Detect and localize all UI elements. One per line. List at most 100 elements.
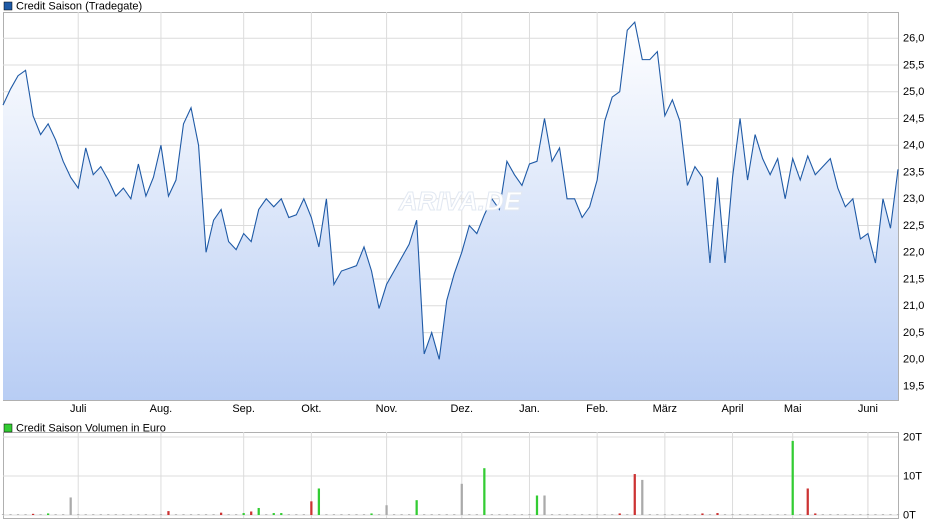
volume-bar [859,514,862,515]
volume-bar [836,514,839,515]
volume-bar [776,514,779,515]
volume-bar [31,513,35,515]
volume-bar [287,514,290,515]
volume-bar [385,505,388,515]
volume-bar [174,514,178,515]
volume-bar [235,514,238,515]
volume-bar [92,514,95,515]
volume-bar [641,479,644,515]
volume-bar [693,514,697,515]
volume-bar [62,514,65,515]
y-tick-label: 19,5 [903,380,924,392]
x-tick-label: Jan. [519,403,540,415]
volume-bar [761,514,764,515]
volume-bar [678,514,682,515]
y-tick-label: 25,5 [903,59,924,71]
volume-bar [445,514,448,515]
y-tick-label: 24,5 [903,113,924,125]
volume-bar [738,514,742,515]
volume-bar [257,507,260,515]
x-tick-label: Sep. [232,403,255,415]
volume-bar [69,497,72,515]
y-tick-label: 10T [903,470,922,482]
volume-bar [716,513,719,515]
volume-bar [114,514,117,515]
y-tick-label: 20,5 [903,327,924,339]
volume-bar [355,514,358,515]
volume-bar [370,513,373,515]
volume-bar [302,514,305,515]
legend-label: Credit Saison (Tradegate) [16,0,142,12]
volume-bar [408,514,411,515]
volume-bar [54,514,57,515]
volume-bar [671,514,674,515]
y-tick-label: 24,0 [903,140,924,152]
volume-bar [46,513,50,515]
volume-bar [84,514,87,515]
volume-bar [377,514,381,515]
volume-bar [708,514,712,515]
volume-bar [656,514,659,515]
volume-bar [197,514,200,515]
y-tick-label: 25,0 [903,86,924,98]
volume-bar [626,514,629,515]
y-tick-label: 21,5 [903,273,924,285]
x-tick-label: April [722,403,744,415]
volume-bar [851,514,855,515]
x-tick-label: Aug. [150,403,173,415]
volume-bar [618,513,621,515]
x-tick-label: Nov. [376,403,398,415]
volume-bar [325,514,328,515]
volume-bar [77,514,80,515]
volume-bar [460,483,463,515]
volume-bar [821,514,824,515]
volume-bar [791,440,794,515]
legend-label: Credit Saison Volumen in Euro [16,422,166,434]
volume-bar [227,514,230,515]
x-tick-label: Okt. [301,403,321,415]
y-tick-label: 20,0 [903,354,924,366]
volume-bar [663,514,666,515]
volume-bar [723,514,727,515]
y-tick-label: 23,0 [903,193,924,205]
volume-bar [475,514,478,515]
volume-bar [799,514,802,515]
legend-swatch [3,423,13,433]
volume-bar [550,514,554,515]
volume-bar [347,514,351,515]
volume-bar [490,514,493,515]
volume-bar [769,514,772,515]
watermark: ARIVA.DE [398,186,522,216]
y-tick-label: 22,0 [903,247,924,259]
volume-bar [535,495,539,515]
volume-bar [362,514,366,515]
volume-bar [565,514,569,515]
area-fill [3,22,898,400]
volume-bar [603,514,606,515]
x-tick-label: Juli [70,403,87,415]
volume-bar [295,514,298,515]
volume-bar [558,514,561,515]
volume-bar [317,488,321,515]
volume-bar [16,514,20,515]
volume-bar [144,514,148,515]
volume-bar [182,514,185,515]
volume-bar [468,514,471,515]
volume-bar [212,514,215,515]
volume-bar [219,512,223,515]
volume-bar [453,514,456,515]
volume-bar [332,514,336,515]
volume-bar [340,514,343,515]
volume-bar [242,513,245,515]
volume-bar [498,514,501,515]
x-tick-label: März [653,403,677,415]
volume-bar [520,514,524,515]
volume-bar [310,501,313,515]
volume-bar [528,514,531,515]
y-tick-label: 0T [903,509,916,521]
volume-bar [573,514,576,515]
volume-bar [137,514,140,515]
volume-bar [784,514,787,515]
volume-bar [483,468,486,515]
